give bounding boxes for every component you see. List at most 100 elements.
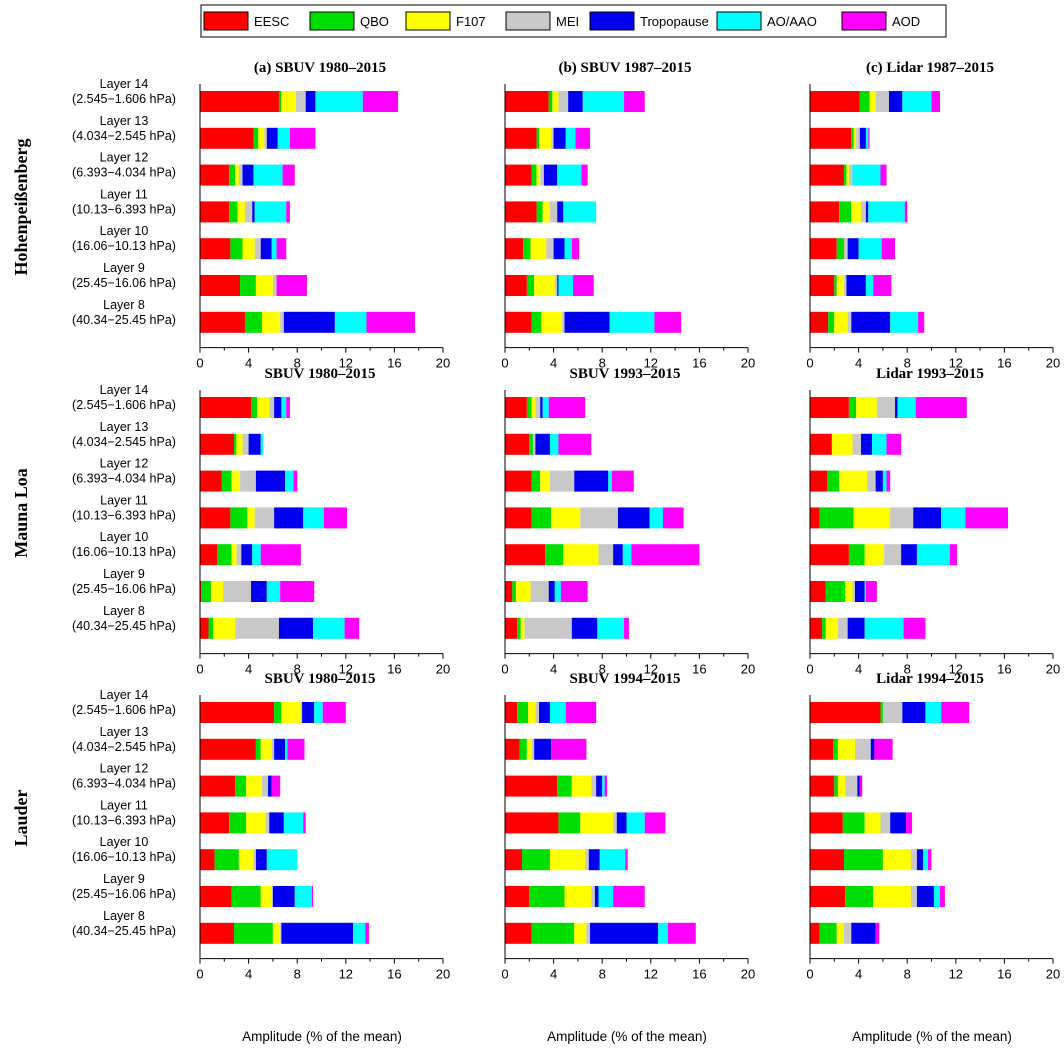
bar-segment-f107 <box>552 91 559 112</box>
bar-segment-f107 <box>247 507 255 529</box>
bar-segment-aod <box>613 886 645 907</box>
bar-segment-eesc <box>505 812 559 834</box>
x-tick-label: 12 <box>949 967 963 982</box>
layer-name: Layer 12 <box>100 151 149 165</box>
x-tick-label: 8 <box>294 356 301 371</box>
bar-segment-aod <box>625 849 628 871</box>
bar-segment-tropopause <box>846 275 866 296</box>
bar-segment-f107 <box>242 238 255 260</box>
bar-segment-mei <box>867 470 876 492</box>
layer-range: (10.13−6.393 hPa) <box>72 813 176 827</box>
bar-segment-eesc <box>200 433 235 455</box>
bar-segment-f107 <box>539 127 552 149</box>
bar-segment-f107 <box>856 397 877 418</box>
bar-segment-eesc <box>200 617 209 639</box>
x-tick-label: 16 <box>387 356 401 371</box>
bar-segment-eesc <box>200 311 245 333</box>
bar-segment-tropopause <box>255 470 286 492</box>
bar-segment-tropopause <box>851 311 891 333</box>
bar-segment-ao-aao <box>557 164 582 186</box>
bar-segment-f107 <box>563 544 599 566</box>
bar-segment-f107 <box>237 201 245 223</box>
bar-segment-mei <box>235 617 279 639</box>
x-tick-label: 8 <box>599 356 606 371</box>
bar-segment-aod <box>931 91 940 112</box>
bar-segment-eesc <box>505 507 532 529</box>
bar-segment-eesc <box>810 275 835 296</box>
layer-range: (2.545−1.606 hPa) <box>72 398 176 412</box>
bar-segment-f107 <box>255 275 273 296</box>
bar-segment-eesc <box>200 702 275 723</box>
bar-segment-qbo <box>278 91 282 112</box>
station-label: Hohenpeißenberg <box>11 138 31 275</box>
bar-segment-aod <box>560 581 588 602</box>
bar-segment-f107 <box>571 775 592 797</box>
x-tick-label: 4 <box>855 967 862 982</box>
bar-segment-eesc <box>200 738 256 760</box>
bar-segment-f107 <box>836 922 845 944</box>
bar-segment-ao-aao <box>554 581 561 602</box>
bar-segment-tropopause <box>861 433 872 455</box>
bar-segment-mei <box>253 849 256 871</box>
x-tick-label: 0 <box>196 967 203 982</box>
bar-segment-ao-aao <box>941 507 966 529</box>
bar-segment-qbo <box>221 470 232 492</box>
bar-segment-mei <box>882 702 903 723</box>
bar-segment-eesc <box>200 812 230 834</box>
bar-segment-aod <box>918 311 925 333</box>
bar-segment-tropopause <box>302 702 315 723</box>
bar-segment-mei <box>880 812 891 834</box>
bar-segment-aod <box>565 702 597 723</box>
x-tick-label: 8 <box>294 967 301 982</box>
bar-segment-eesc <box>505 397 527 418</box>
layer-name: Layer 9 <box>103 872 145 886</box>
bar-segment-mei <box>551 127 554 149</box>
bar-segment-aod <box>276 275 307 296</box>
bar-segment-f107 <box>515 581 531 602</box>
bar-segment-tropopause <box>266 127 278 149</box>
bar-segment-qbo <box>536 201 543 223</box>
bar-segment-ao-aao <box>658 922 668 944</box>
bar-segment-aod <box>874 738 893 760</box>
bar-segment-ao-aao <box>314 702 323 723</box>
bar-segment-mei <box>586 922 591 944</box>
bar-segment-tropopause <box>895 397 898 418</box>
bar-segment-f107 <box>246 775 262 797</box>
bar-segment-f107 <box>869 91 876 112</box>
bar-segment-tropopause <box>916 849 923 871</box>
layer-range: (16.06−10.13 hPa) <box>72 850 176 864</box>
layer-range: (40.34−25.45 hPa) <box>72 619 176 633</box>
bar-segment-qbo <box>531 507 552 529</box>
x-tick-label: 12 <box>949 356 963 371</box>
x-tick-label: 16 <box>692 967 706 982</box>
bar-segment-eesc <box>505 775 558 797</box>
bar-segment-ao-aao <box>266 849 298 871</box>
bar-segment-qbo <box>529 433 533 455</box>
x-tick-label: 20 <box>436 356 450 371</box>
bar-segment-f107 <box>531 397 536 418</box>
bar-segment-aod <box>573 275 594 296</box>
bar-segment-aod <box>631 544 700 566</box>
bar-segment-f107 <box>246 812 266 834</box>
bar-segment-f107 <box>882 849 911 871</box>
x-tick-label: 16 <box>997 662 1011 677</box>
bar-segment-f107 <box>260 886 272 907</box>
layer-name: Layer 13 <box>100 725 149 739</box>
bar-segment-mei <box>910 849 917 871</box>
bar-segment-f107 <box>528 702 536 723</box>
x-tick-label: 20 <box>1046 967 1060 982</box>
bar-segment-mei <box>875 91 889 112</box>
bar-segment-mei <box>295 91 306 112</box>
x-tick-label: 0 <box>501 967 508 982</box>
bar-segment-f107 <box>837 775 846 797</box>
legend-swatch <box>309 11 355 31</box>
station-label: Mauna Loa <box>11 468 31 558</box>
bar-segment-tropopause <box>618 507 650 529</box>
layer-name: Layer 14 <box>100 383 149 397</box>
bar-segment-f107 <box>834 311 848 333</box>
bar-segment-ao-aao <box>925 702 942 723</box>
bar-segment-ao-aao <box>313 617 345 639</box>
bar-segment-ao-aao <box>549 702 566 723</box>
bar-segment-qbo <box>880 702 883 723</box>
